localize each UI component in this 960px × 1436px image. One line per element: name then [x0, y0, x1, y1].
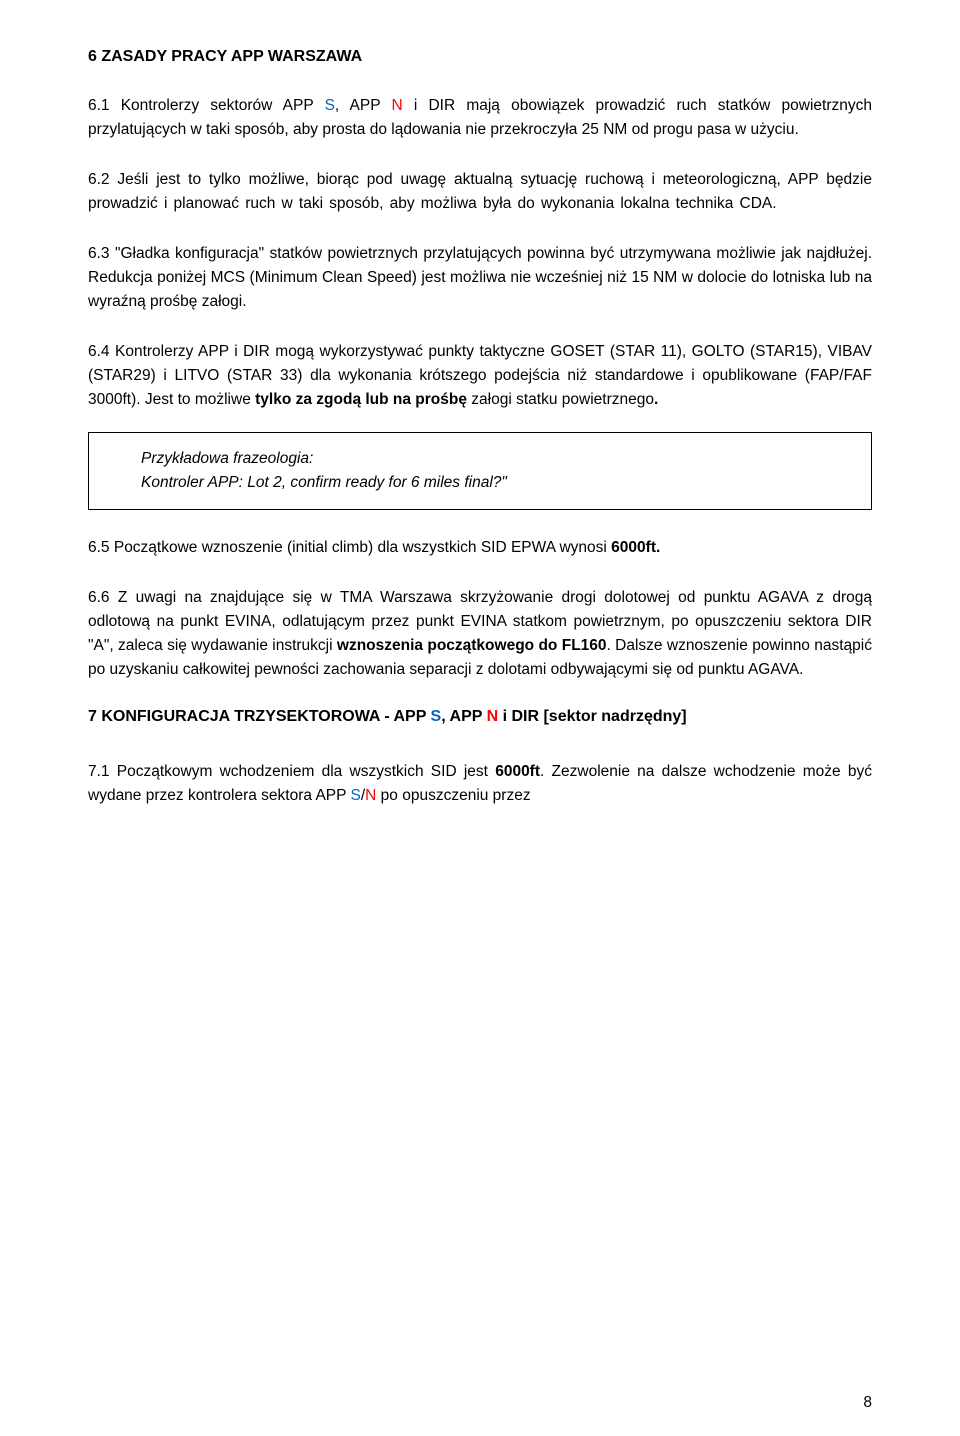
box-line-2: Kontroler APP: Lot 2, confirm ready for …	[111, 471, 849, 495]
letter-s: S	[431, 708, 442, 725]
page-number: 8	[863, 1394, 872, 1412]
bold-text: tylko za zgodą lub na prośbę	[255, 391, 467, 408]
text: załogi statku powietrznego	[467, 391, 654, 408]
text: po opuszczeniu przez	[376, 787, 530, 804]
section-6-heading: 6 ZASADY PRACY APP WARSZAWA	[88, 48, 872, 66]
text: 6.5 Początkowe wznoszenie (initial climb…	[88, 539, 611, 556]
letter-s: S	[351, 787, 361, 804]
bold-text: wznoszenia początkowego do FL160	[337, 637, 607, 654]
letter-s: S	[325, 97, 335, 114]
box-line-1: Przykładowa frazeologia:	[111, 447, 849, 471]
letter-n: N	[487, 708, 499, 725]
para-6-5: 6.5 Początkowe wznoszenie (initial climb…	[88, 536, 872, 560]
text: 6.1 Kontrolerzy sektorów APP	[88, 97, 325, 114]
example-phraseology-box: Przykładowa frazeologia: Kontroler APP: …	[88, 432, 872, 510]
para-6-1: 6.1 Kontrolerzy sektorów APP S, APP N i …	[88, 94, 872, 142]
para-6-6: 6.6 Z uwagi na znajdujące się w TMA Wars…	[88, 586, 872, 682]
letter-n: N	[391, 97, 402, 114]
text: i DIR [sektor nadrzędny]	[498, 708, 686, 725]
bold-text: 6000ft.	[611, 539, 660, 556]
text: , APP	[335, 97, 392, 114]
para-6-2: 6.2 Jeśli jest to tylko możliwe, biorąc …	[88, 168, 872, 216]
text: 7.1 Początkowym wchodzeniem dla wszystki…	[88, 763, 495, 780]
letter-n: N	[365, 787, 376, 804]
para-7-1: 7.1 Początkowym wchodzeniem dla wszystki…	[88, 760, 872, 808]
text: 7 KONFIGURACJA TRZYSEKTOROWA - APP	[88, 708, 431, 725]
section-7-heading: 7 KONFIGURACJA TRZYSEKTOROWA - APP S, AP…	[88, 708, 872, 726]
para-6-3: 6.3 "Gładka konfiguracja" statków powiet…	[88, 242, 872, 314]
bold-text: .	[654, 391, 658, 408]
bold-text: 6000ft	[495, 763, 540, 780]
para-6-4: 6.4 Kontrolerzy APP i DIR mogą wykorzyst…	[88, 340, 872, 412]
document-page: 6 ZASADY PRACY APP WARSZAWA 6.1 Kontrole…	[0, 0, 960, 1436]
text: , APP	[441, 708, 486, 725]
